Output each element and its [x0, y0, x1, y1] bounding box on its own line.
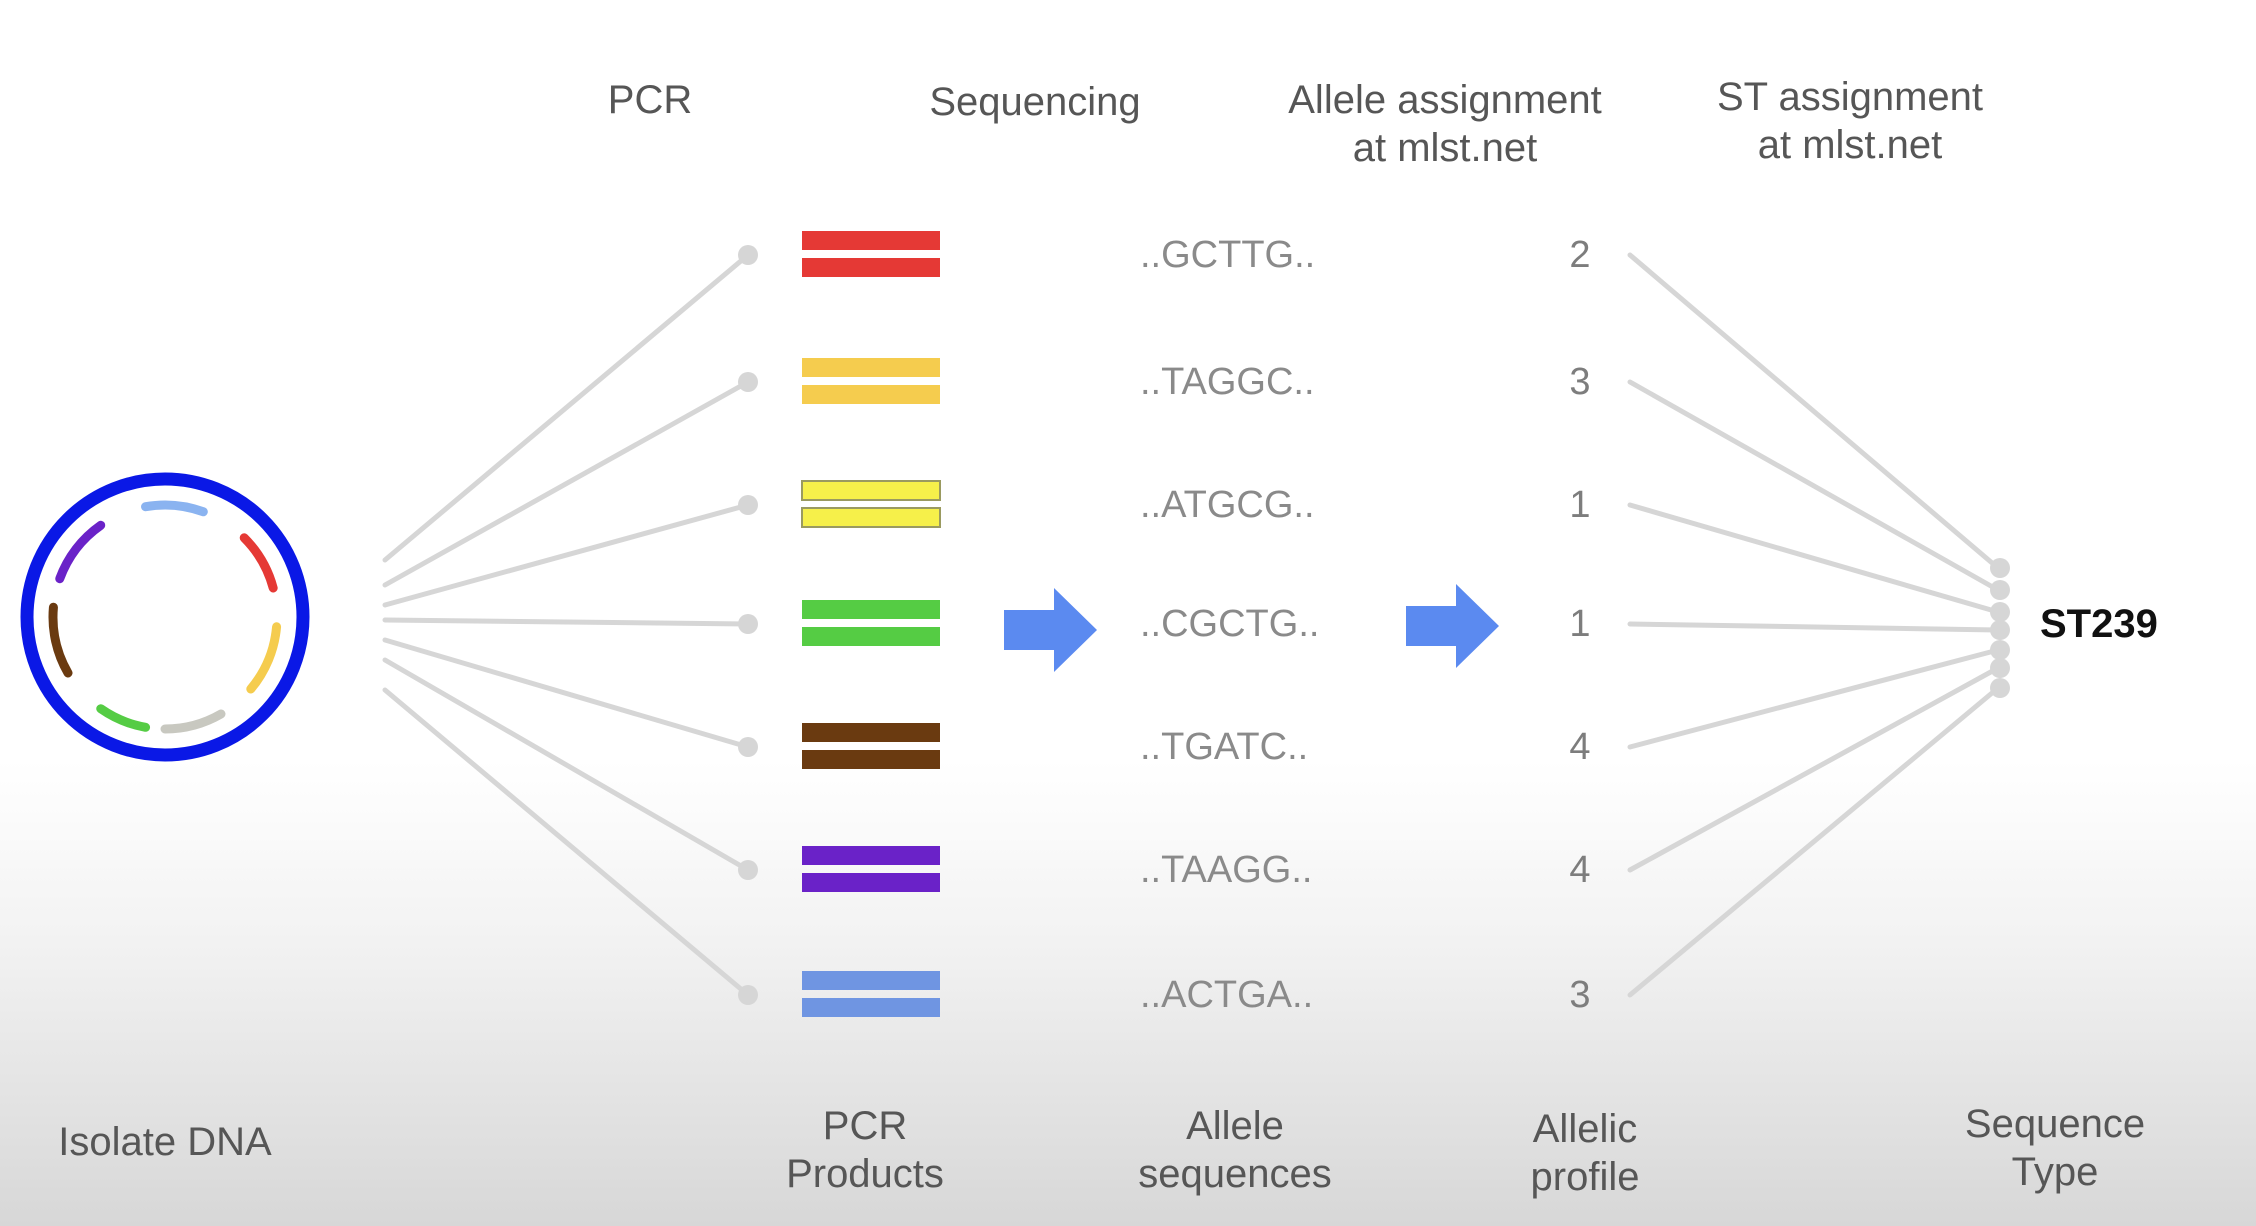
pcr-product-bar	[802, 627, 940, 646]
right-arrow-icon	[1406, 584, 1499, 668]
footer-sequence-type: Sequence Type	[1964, 1102, 2146, 1194]
footer-allelic-profile: Allelic profile	[1530, 1107, 1640, 1199]
st-dot	[1990, 620, 2010, 640]
pcr-line	[382, 252, 751, 563]
pcr-connector-lines	[382, 245, 758, 1005]
st-dot	[1990, 580, 2010, 600]
st-dot	[1990, 640, 2010, 660]
footer-allele-sequences: Allele sequences	[1138, 1104, 1332, 1196]
gene-arc	[160, 709, 226, 734]
allele-number: 3	[1569, 361, 1591, 403]
right-arrow-icon	[1004, 588, 1097, 672]
pcr-product-bar	[802, 258, 940, 277]
pcr-dot	[738, 614, 758, 634]
st-line	[1627, 621, 2001, 633]
gene-arc	[239, 533, 278, 593]
st-dot	[1990, 678, 2010, 698]
allele-number: 4	[1569, 726, 1591, 768]
pcr-product-bar	[802, 358, 940, 377]
st-line	[1627, 252, 2001, 571]
st-connector-lines	[1627, 252, 2010, 998]
pcr-line	[382, 687, 751, 998]
allele-sequence: ..TAGGC..	[1140, 361, 1315, 403]
pcr-dot	[738, 860, 758, 880]
gene-arc	[55, 520, 106, 584]
sequence-type-result: ST239	[2040, 602, 2158, 646]
pcr-dot	[738, 245, 758, 265]
header-allele-assignment: Allele assignment at mlst.net	[1288, 78, 1602, 170]
allele-sequence: ..TGATC..	[1140, 726, 1309, 768]
pcr-dot	[738, 495, 758, 515]
allele-sequence: ..ACTGA..	[1140, 974, 1314, 1016]
st-line	[1627, 502, 2001, 615]
process-arrows	[1004, 584, 1499, 672]
pcr-product-bar	[802, 723, 940, 742]
plasmid-ring	[20, 472, 310, 762]
allele-number: 4	[1569, 849, 1591, 891]
pcr-dot	[738, 985, 758, 1005]
gene-arc	[141, 500, 208, 517]
gene-arc	[96, 704, 151, 732]
pcr-product-bars	[801, 231, 941, 1017]
allele-sequence: ..ATGCG..	[1140, 484, 1315, 526]
allele-sequence: ..TAAGG..	[1140, 849, 1313, 891]
pcr-product-bar	[802, 873, 940, 892]
pcr-line	[382, 637, 751, 750]
st-dot	[1990, 658, 2010, 678]
pcr-line	[382, 502, 751, 608]
footer-pcr-products: PCR Products	[786, 1104, 944, 1196]
pcr-line	[382, 617, 751, 627]
st-line	[1627, 379, 2001, 593]
allele-number: 1	[1569, 603, 1591, 645]
allele-sequence: ..GCTTG..	[1140, 234, 1316, 276]
gene-arc	[48, 602, 73, 678]
pcr-product-bar	[802, 231, 940, 250]
footer-isolate-dna: Isolate DNA	[58, 1120, 272, 1164]
allele-number: 1	[1569, 484, 1591, 526]
gene-arc	[246, 622, 282, 694]
header-st-assignment: ST assignment at mlst.net	[1716, 75, 1984, 167]
pcr-line	[382, 379, 751, 588]
pcr-product-bar	[802, 971, 940, 990]
allele-number: 3	[1569, 974, 1591, 1016]
isolate-dna-plasmid	[20, 472, 310, 762]
pcr-product-bar	[802, 998, 940, 1017]
header-sequencing: Sequencing	[929, 80, 1141, 124]
st-line	[1627, 665, 2001, 873]
header-pcr: PCR	[607, 78, 693, 122]
pcr-line	[382, 657, 751, 873]
pcr-product-bar	[801, 480, 941, 501]
pcr-dot	[738, 737, 758, 757]
st-dot	[1990, 558, 2010, 578]
pcr-product-bar	[802, 846, 940, 865]
pcr-product-bar	[802, 385, 940, 404]
allele-sequence: ..CGCTG..	[1140, 603, 1320, 645]
pcr-dot	[738, 372, 758, 392]
allele-number: 2	[1569, 234, 1591, 276]
st-line	[1627, 685, 2001, 998]
pcr-product-bar	[802, 750, 940, 769]
pcr-product-bar	[802, 600, 940, 619]
st-dot	[1990, 602, 2010, 622]
st-line	[1627, 647, 2001, 750]
pcr-product-bar	[801, 507, 941, 528]
